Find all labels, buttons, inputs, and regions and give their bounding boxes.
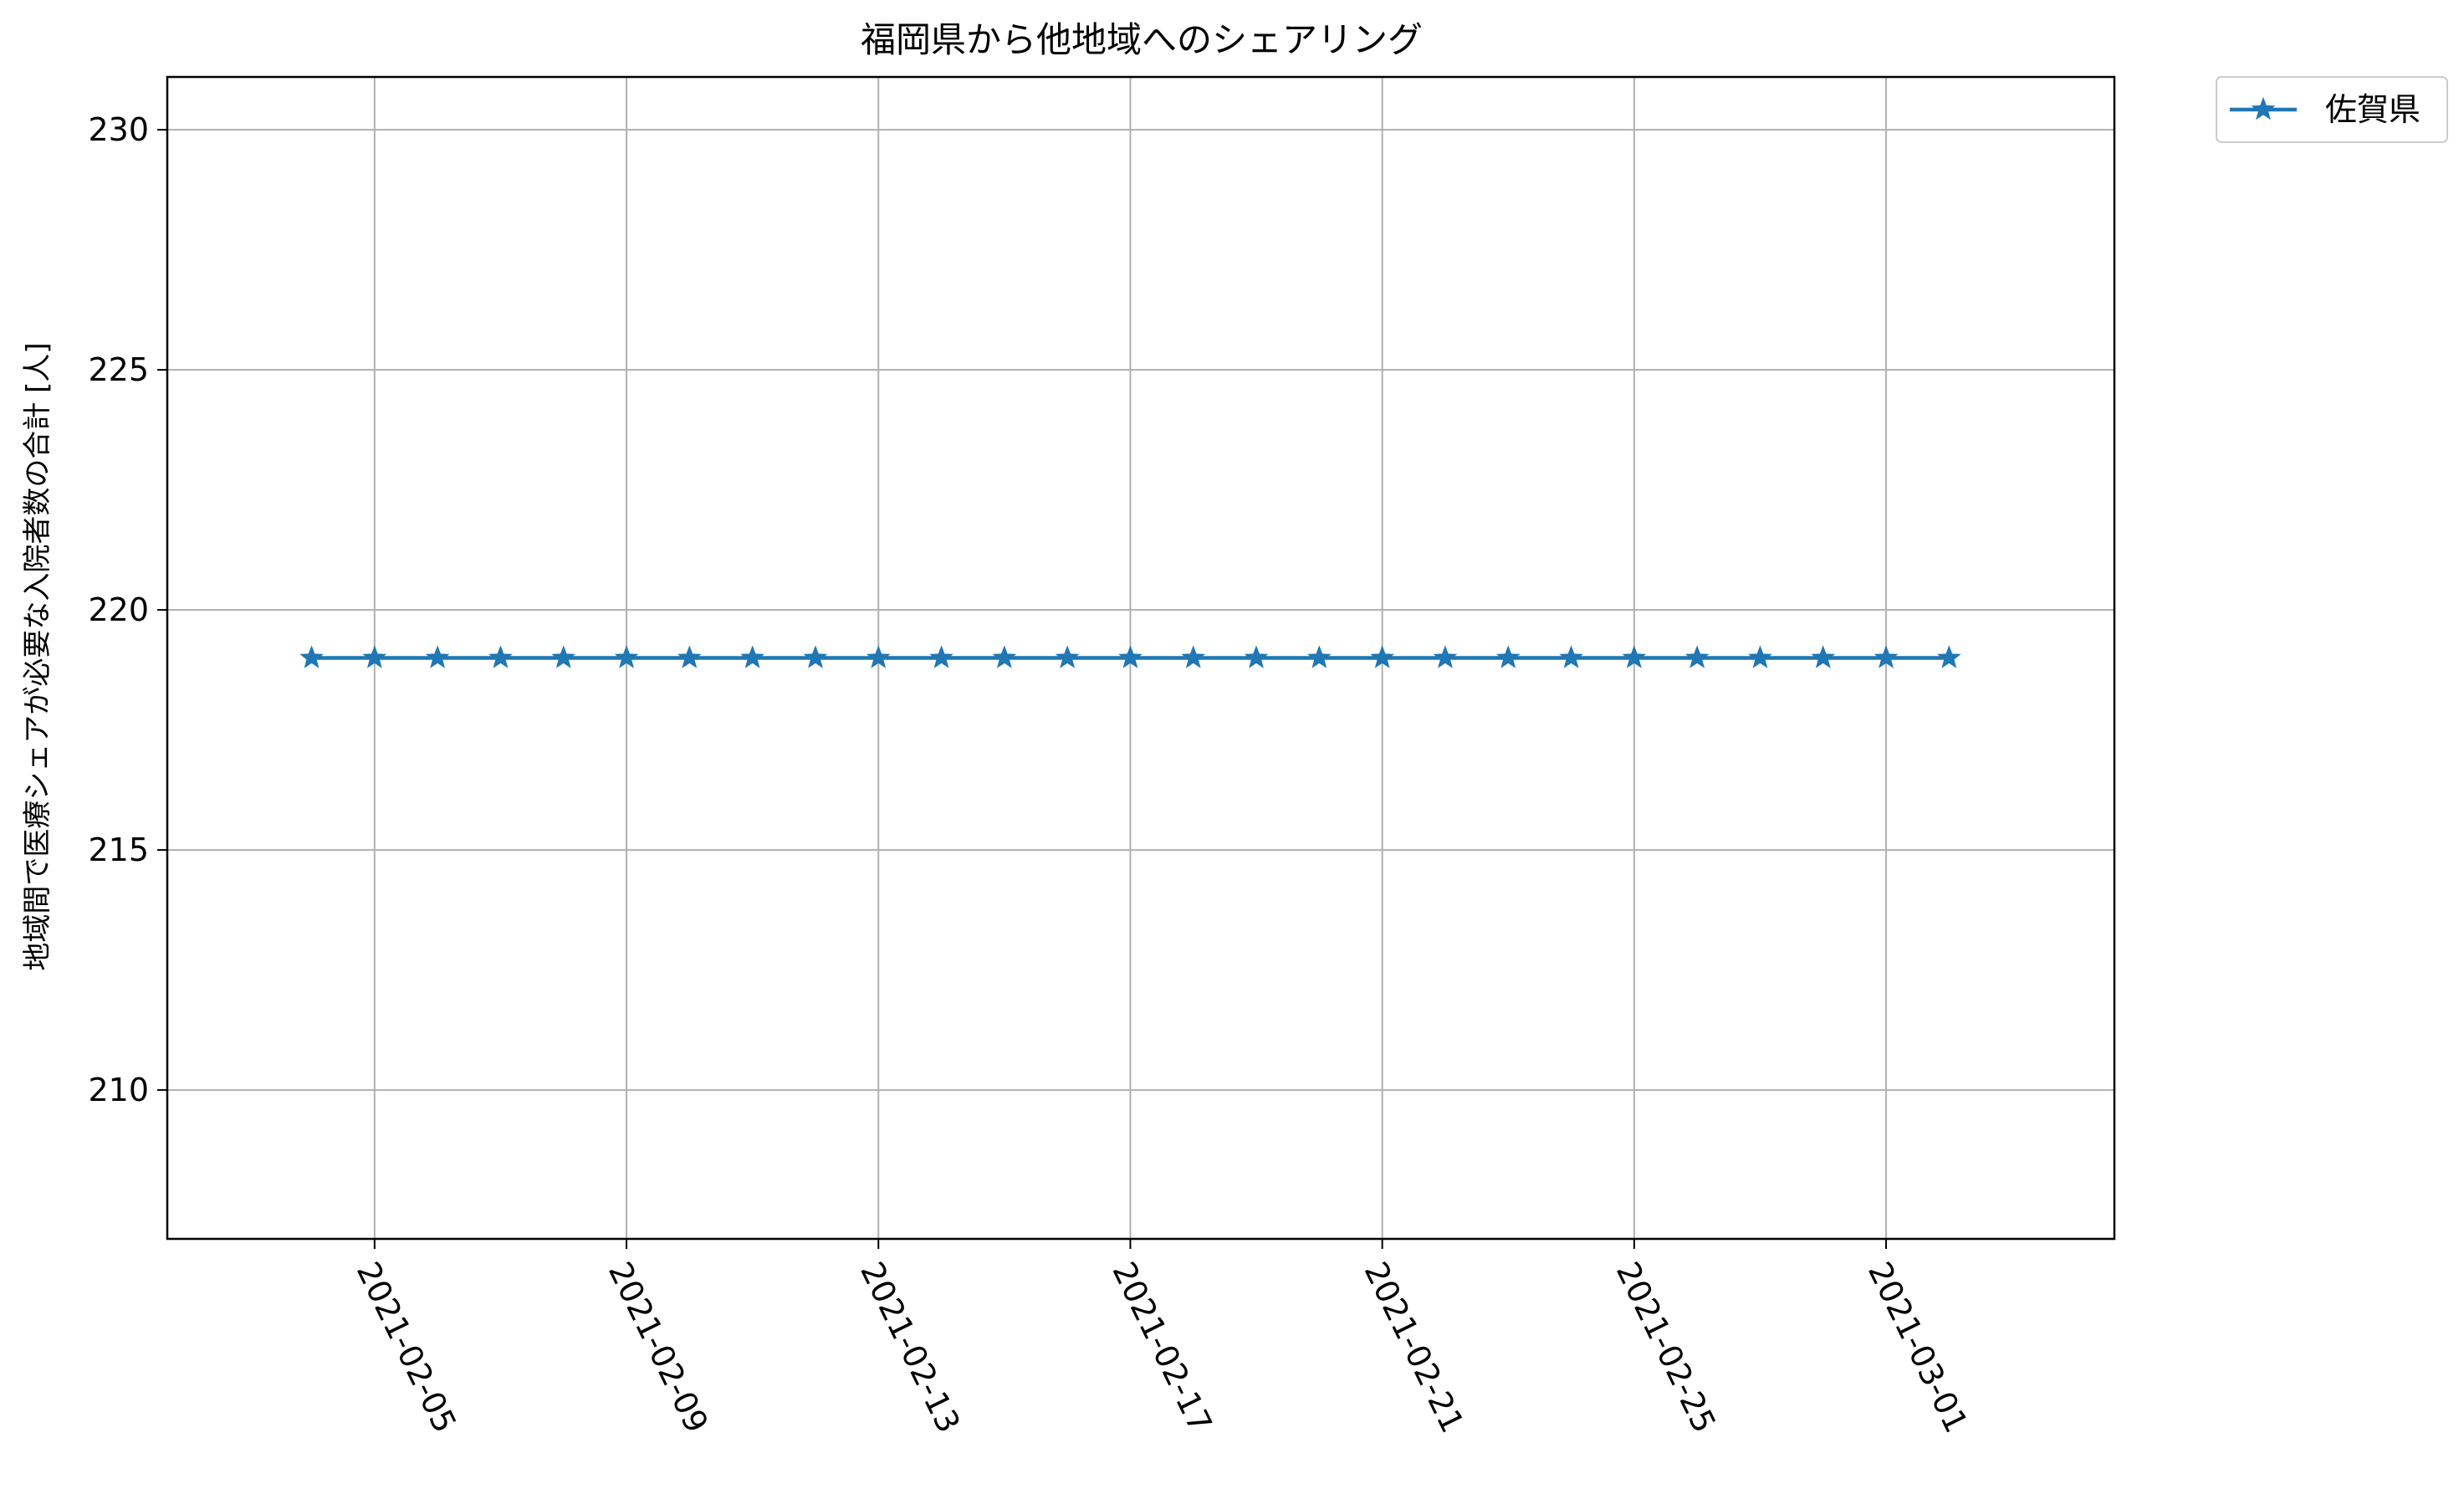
data-point: [551, 645, 576, 668]
y-tick-label: 215: [88, 831, 149, 868]
axes-frame: [166, 75, 2116, 1241]
legend: 佐賀県: [2216, 76, 2448, 143]
data-point: [1433, 645, 1458, 668]
x-axis: 2021-02-05 2021-02-09 2021-02-13 2021-02-17…: [350, 1239, 1975, 1439]
data-point: [425, 645, 450, 668]
plot-series: [299, 645, 1961, 668]
y-axis: 210 215 220 225 230: [88, 111, 167, 1108]
data-point: [488, 645, 513, 668]
data-point: [740, 645, 765, 668]
x-tick-label: 2021-02-09: [601, 1256, 715, 1439]
data-point: [1306, 645, 1332, 668]
x-tick-label: 2021-02-21: [1357, 1256, 1471, 1439]
data-point: [803, 645, 828, 668]
data-point: [1244, 645, 1269, 668]
data-point: [1622, 645, 1647, 668]
data-point: [1811, 645, 1836, 668]
data-point: [614, 645, 639, 668]
data-point: [1748, 645, 1772, 668]
data-point: [1495, 645, 1521, 668]
data-point: [1874, 645, 1899, 668]
x-tick-label: 2021-03-01: [1861, 1256, 1975, 1439]
data-point: [1118, 645, 1143, 668]
y-axis-label: 地域間で医療シェアが必要な入院者数の合計 [人]: [21, 342, 54, 970]
x-tick-label: 2021-02-05: [350, 1256, 463, 1439]
legend-marker: [2251, 96, 2276, 120]
data-point: [299, 645, 324, 668]
y-tick-label: 225: [88, 351, 149, 388]
y-tick-label: 210: [88, 1072, 149, 1108]
legend-box: [2216, 76, 2448, 143]
data-point: [929, 645, 953, 668]
data-point: [1370, 645, 1395, 668]
data-point: [992, 645, 1017, 668]
y-tick-label: 220: [88, 591, 149, 628]
x-tick-label: 2021-02-13: [853, 1256, 967, 1439]
data-point: [1055, 645, 1080, 668]
y-tick-label: 230: [88, 111, 149, 148]
chart-title: 福岡県から他地域へのシェアリング: [861, 19, 1423, 60]
data-point: [1181, 645, 1206, 668]
data-point: [1936, 645, 1961, 668]
legend-label: 佐賀県: [2325, 91, 2421, 128]
data-point: [362, 645, 387, 668]
data-point: [866, 645, 891, 668]
x-tick-label: 2021-02-17: [1105, 1256, 1219, 1439]
x-tick-label: 2021-02-25: [1609, 1256, 1723, 1439]
data-point: [1684, 645, 1710, 668]
data-point: [677, 645, 702, 668]
data-point: [1559, 645, 1583, 668]
